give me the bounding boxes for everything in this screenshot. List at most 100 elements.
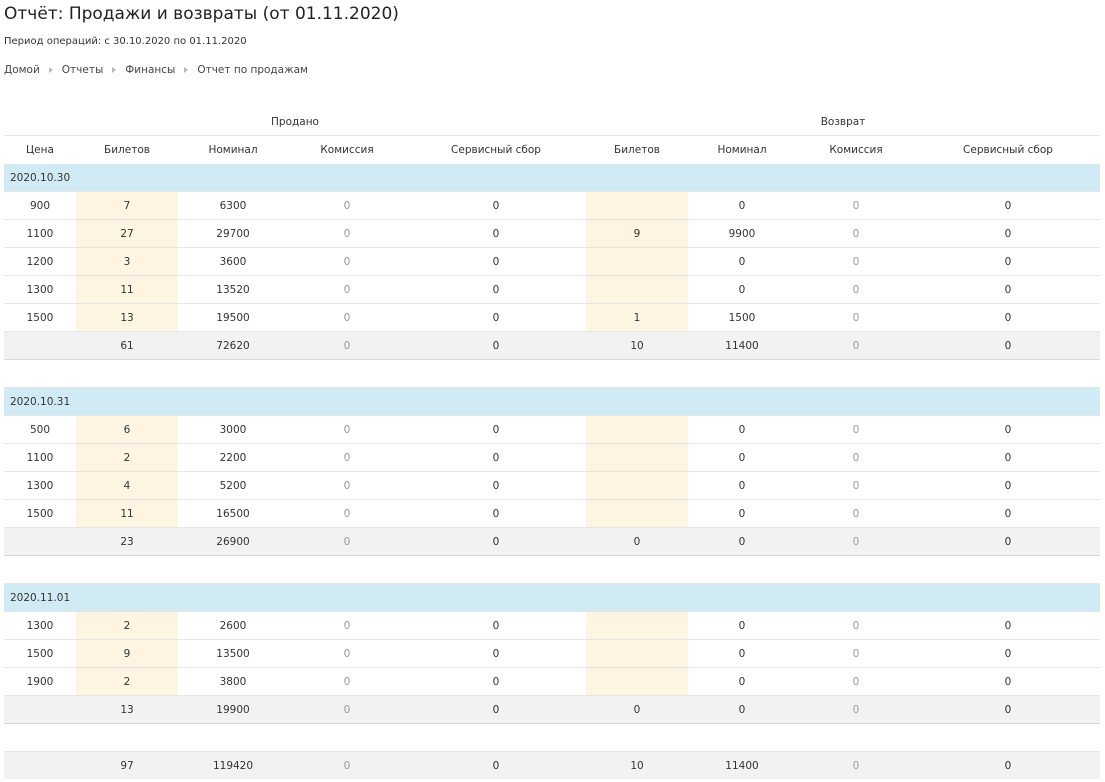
col-header-sold-commission: Комиссия [320,144,374,156]
cell-returned-service-fee: 0 [916,303,1100,332]
cell-returned-tickets: 10 [586,751,688,779]
cell-sold-tickets: 7 [76,191,178,220]
cell-returned-nominal: 11400 [688,751,796,779]
cell-sold-commission: 0 [288,611,406,640]
cell-sold-service-fee: 0 [406,527,586,556]
group-header-sold: Продано [4,108,586,136]
chevron-right-icon [112,67,117,73]
cell-sold-nominal: 3600 [178,247,288,276]
cell-price [4,751,76,779]
cell-returned-service-fee: 0 [916,275,1100,304]
cell-sold-nominal: 2600 [178,611,288,640]
cell-price: 1500 [4,499,76,528]
breadcrumb-home[interactable]: Домой [4,64,40,76]
cell-sold-tickets: 11 [76,499,178,528]
table-row: 1500 9 13500 0 0 0 0 0 [4,639,1100,668]
cell-sold-nominal: 26900 [178,527,288,556]
cell-sold-nominal: 13500 [178,639,288,668]
cell-returned-commission: 0 [796,639,916,668]
cell-sold-commission: 0 [288,471,406,500]
cell-returned-tickets [586,247,688,276]
chevron-right-icon [184,67,189,73]
cell-returned-nominal: 0 [688,247,796,276]
cell-returned-service-fee: 0 [916,191,1100,220]
table-row: 1100 27 29700 0 0 9 9900 0 0 [4,219,1100,248]
page-title: Отчёт: Продажи и возвраты (от 01.11.2020… [4,4,399,24]
cell-returned-service-fee: 0 [916,471,1100,500]
cell-sold-nominal: 3000 [178,415,288,444]
cell-returned-tickets [586,415,688,444]
group-header-returned: Возврат [586,108,1100,136]
cell-sold-commission: 0 [288,331,406,360]
cell-sold-nominal: 19500 [178,303,288,332]
date-group-label: 2020.10.31 [4,387,1100,416]
col-header-returned-commission: Комиссия [829,144,883,156]
cell-sold-tickets: 23 [76,527,178,556]
cell-price: 1200 [4,247,76,276]
cell-sold-service-fee: 0 [406,303,586,332]
cell-sold-service-fee: 0 [406,275,586,304]
cell-sold-service-fee: 0 [406,247,586,276]
cell-sold-tickets: 2 [76,667,178,696]
cell-sold-commission: 0 [288,443,406,472]
grand-total-row: 97 119420 0 0 10 11400 0 0 [4,751,1100,779]
table-row: 1500 13 19500 0 0 1 1500 0 0 [4,303,1100,332]
cell-returned-service-fee: 0 [916,751,1100,779]
cell-returned-tickets: 1 [586,303,688,332]
cell-returned-service-fee: 0 [916,499,1100,528]
cell-price: 500 [4,415,76,444]
cell-returned-nominal: 0 [688,415,796,444]
cell-sold-service-fee: 0 [406,443,586,472]
cell-sold-commission: 0 [288,751,406,779]
report-body: 2020.10.30 900 7 6300 0 0 0 0 0 1100 27 29700 0 0 9 990… [4,164,1100,779]
cell-returned-commission: 0 [796,331,916,360]
table-row: 900 7 6300 0 0 0 0 0 [4,191,1100,220]
cell-sold-tickets: 3 [76,247,178,276]
cell-sold-nominal: 6300 [178,191,288,220]
cell-returned-service-fee: 0 [916,415,1100,444]
cell-sold-commission: 0 [288,667,406,696]
table-row: 1500 11 16500 0 0 0 0 0 [4,499,1100,528]
cell-sold-tickets: 9 [76,639,178,668]
cell-returned-commission: 0 [796,415,916,444]
cell-returned-service-fee: 0 [916,247,1100,276]
cell-price: 1300 [4,471,76,500]
group-header-row: Продано Возврат [4,108,1100,136]
cell-sold-service-fee: 0 [406,471,586,500]
cell-sold-nominal: 19900 [178,695,288,724]
cell-returned-nominal: 0 [688,499,796,528]
cell-price: 1300 [4,611,76,640]
col-header-returned-tickets: Билетов [614,144,660,156]
col-header-sold-nominal: Номинал [208,144,258,156]
sales-report-table: Продано Возврат Цена Билетов Номинал Ком… [4,108,1100,779]
cell-price [4,527,76,556]
cell-sold-tickets: 4 [76,471,178,500]
cell-sold-service-fee: 0 [406,191,586,220]
cell-sold-nominal: 16500 [178,499,288,528]
cell-returned-service-fee: 0 [916,219,1100,248]
cell-returned-service-fee: 0 [916,331,1100,360]
cell-returned-tickets: 10 [586,331,688,360]
cell-price [4,695,76,724]
breadcrumb-sales-report: Отчет по продажам [197,64,308,76]
date-group-row: 2020.10.30 [4,164,1100,192]
cell-returned-commission: 0 [796,499,916,528]
col-header-sold-service-fee: Сервисный сбор [451,144,541,156]
cell-returned-commission: 0 [796,527,916,556]
cell-sold-commission: 0 [288,247,406,276]
cell-returned-nominal: 0 [688,443,796,472]
breadcrumb-reports[interactable]: Отчеты [61,64,104,76]
cell-sold-tickets: 11 [76,275,178,304]
table-row: 1300 2 2600 0 0 0 0 0 [4,611,1100,640]
table-row: 500 6 3000 0 0 0 0 0 [4,415,1100,444]
breadcrumb-finance[interactable]: Финансы [125,64,176,76]
cell-sold-commission: 0 [288,303,406,332]
cell-sold-nominal: 2200 [178,443,288,472]
col-header-price: Цена [26,144,54,156]
spacer-cell [4,359,1100,388]
cell-sold-service-fee: 0 [406,695,586,724]
table-row: 1100 2 2200 0 0 0 0 0 [4,443,1100,472]
cell-price: 1500 [4,303,76,332]
cell-returned-service-fee: 0 [916,639,1100,668]
col-header-sold-tickets: Билетов [104,144,150,156]
